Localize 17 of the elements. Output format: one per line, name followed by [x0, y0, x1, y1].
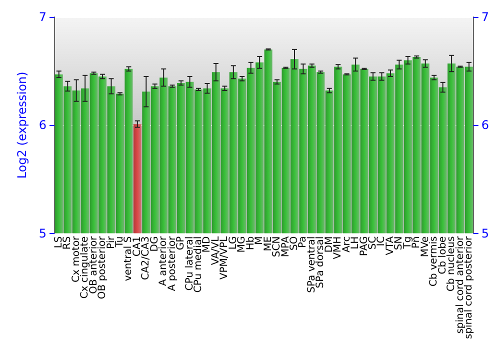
x-tick-label: DG — [149, 236, 160, 252]
x-tick-label: GP — [176, 236, 187, 250]
x-tick-label: spinal cord posterior — [464, 235, 474, 340]
y2-tick-label: 7 — [481, 10, 490, 24]
x-tick-label: A posterior — [166, 235, 178, 292]
y2-tick-label: 5 — [481, 226, 490, 240]
y2-tick-label: 6 — [481, 118, 490, 132]
x-tick-label: Tg — [402, 236, 414, 250]
x-tick-label: RS — [62, 236, 74, 250]
x-tick-label: Cb lobe — [437, 236, 448, 274]
y-tick-label: 7 — [38, 10, 47, 24]
x-tick-label: Pa — [298, 236, 309, 248]
y-tick-label: 6 — [38, 118, 47, 132]
x-tick-label: OB posterior — [97, 235, 108, 300]
y-axis-title: Log2 (expression) — [15, 72, 29, 179]
y-tick-label: 5 — [38, 226, 47, 240]
x-tick-label: MVe — [420, 236, 431, 258]
